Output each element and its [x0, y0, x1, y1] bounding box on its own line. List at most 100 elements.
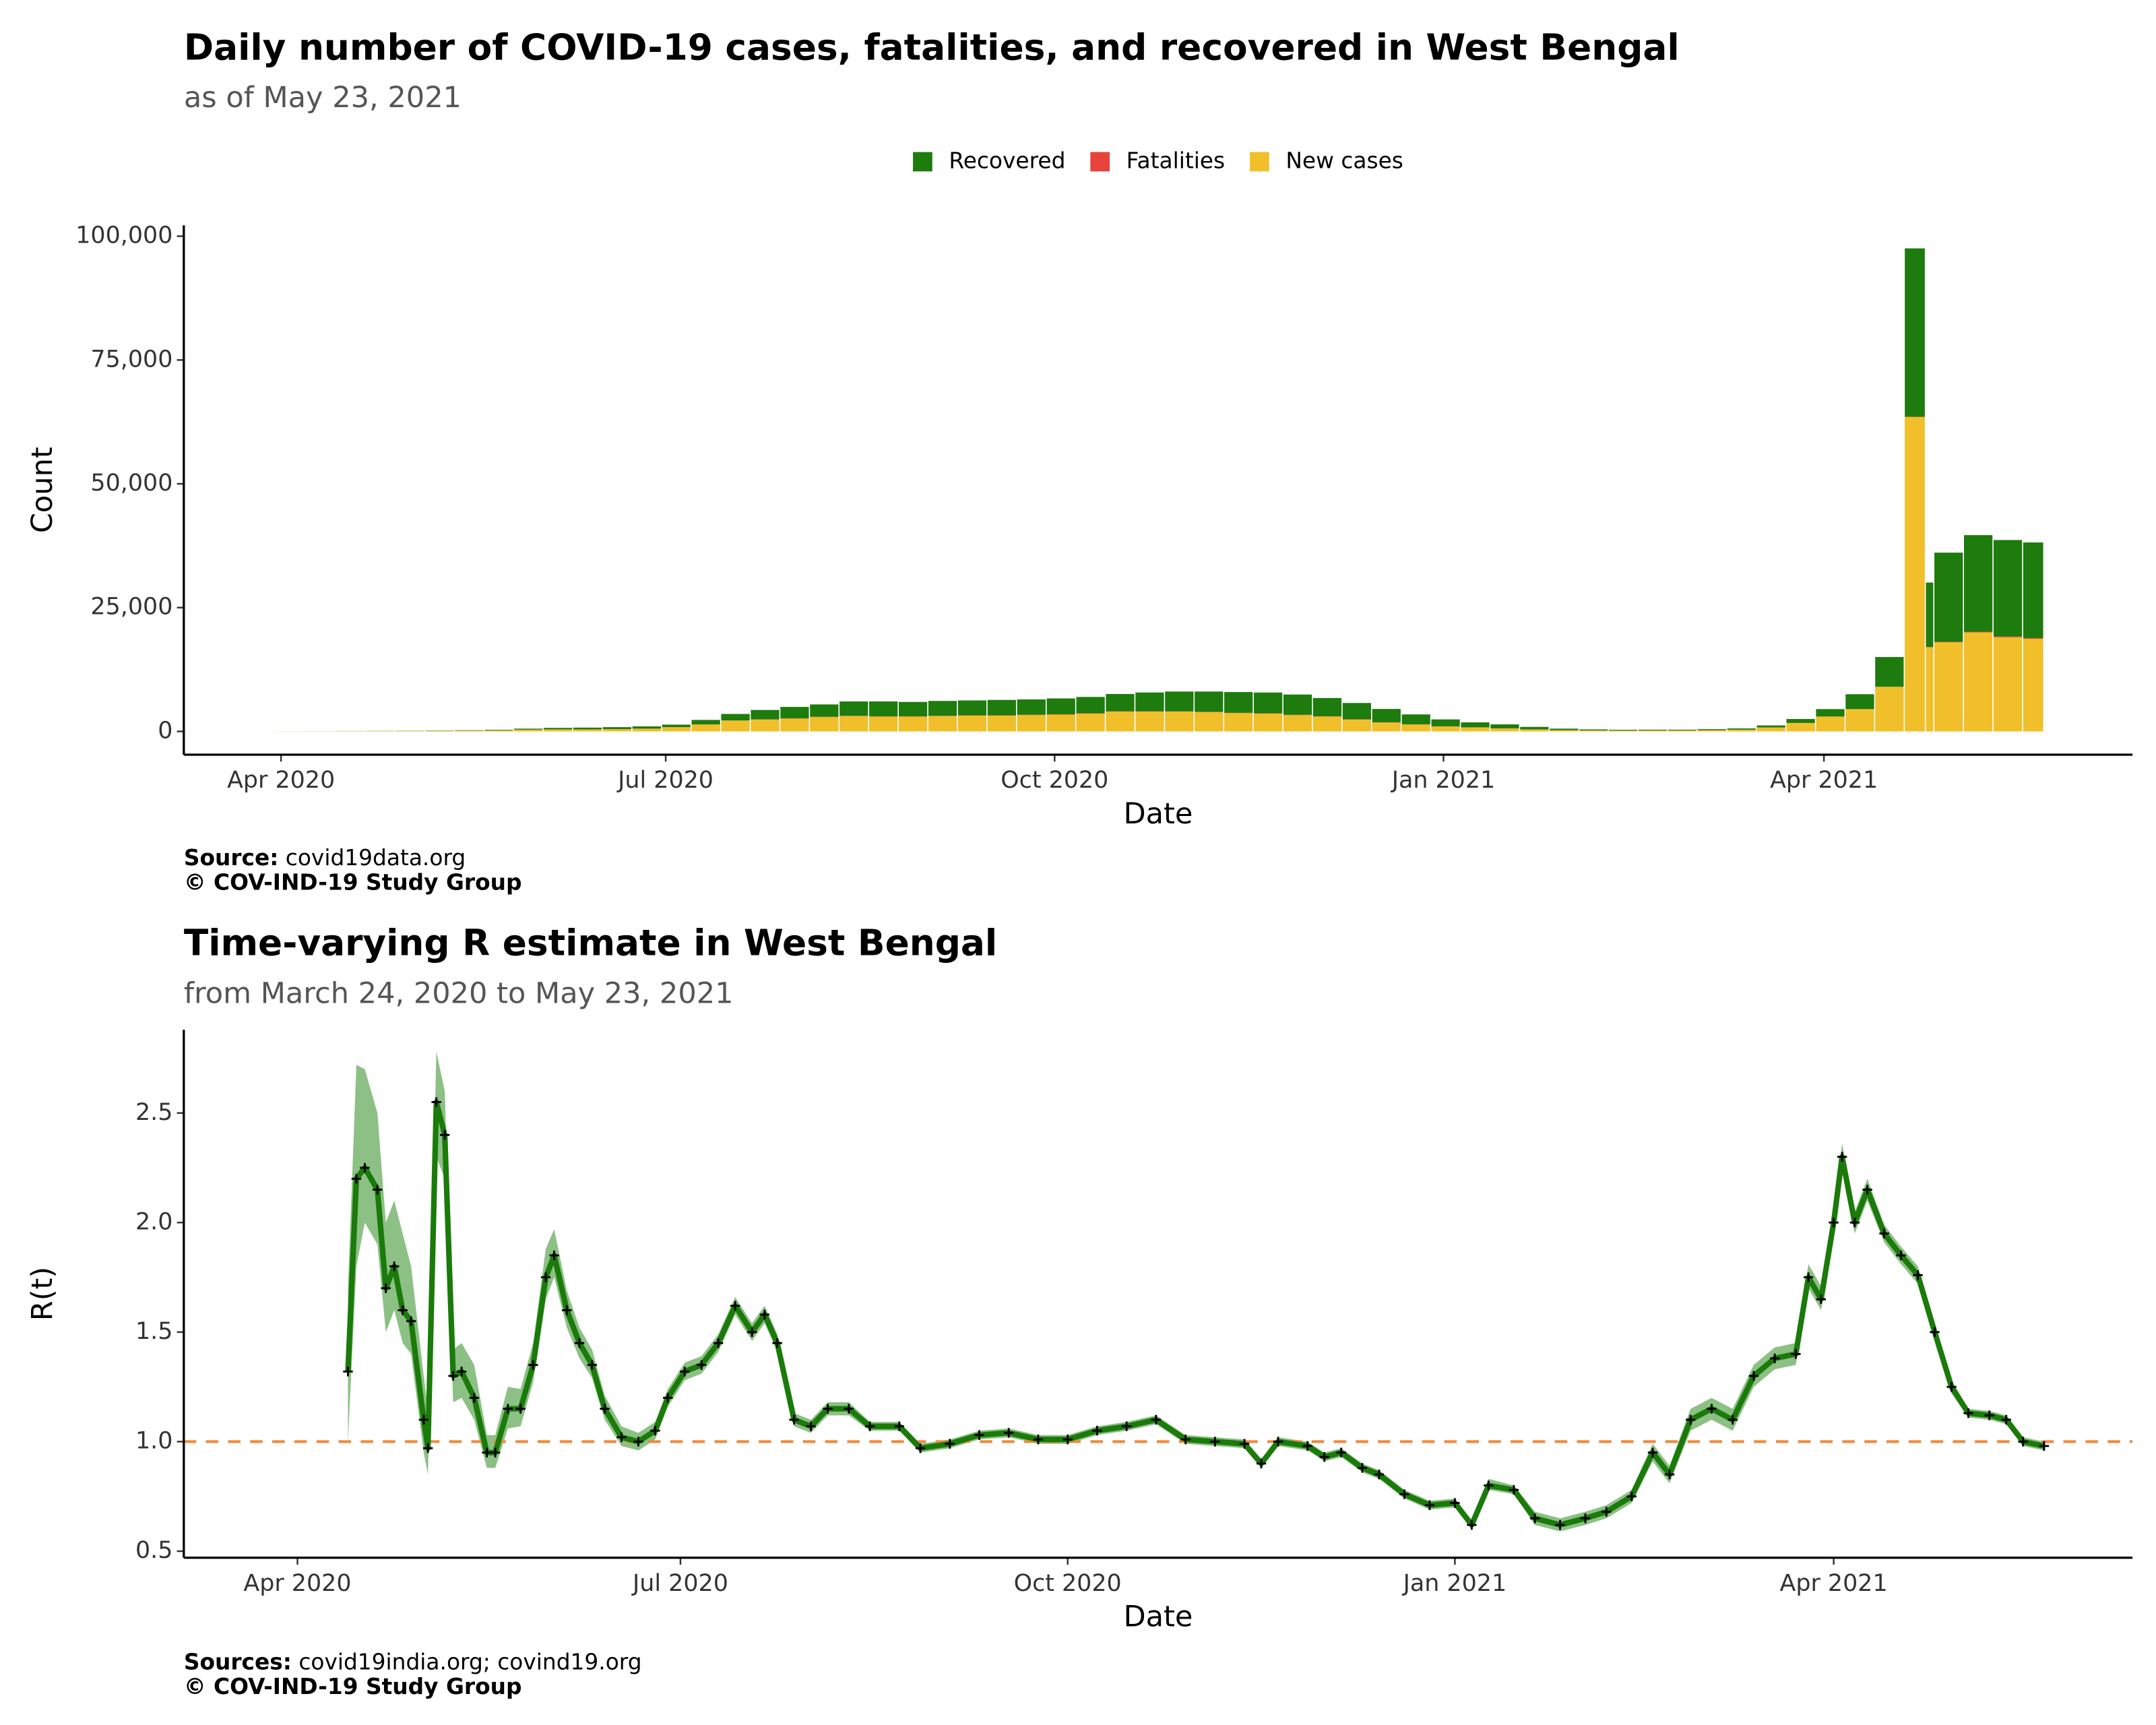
point-marker — [1374, 1470, 1385, 1480]
point-marker — [1450, 1498, 1460, 1508]
bar-segment — [1727, 729, 1756, 732]
bar-segment — [1401, 714, 1430, 724]
legend-label: New cases — [1286, 148, 1403, 174]
point-marker — [1816, 1294, 1827, 1305]
bar-segment — [1993, 540, 2023, 637]
bar-segment — [425, 730, 454, 732]
point-marker — [650, 1426, 660, 1436]
point-marker — [1963, 1408, 1973, 1418]
bar-segment — [987, 699, 1016, 716]
point-marker — [1913, 1270, 1923, 1280]
caption-credit: © COV-IND-19 Study Group — [184, 1674, 522, 1699]
bar-segment — [1934, 642, 1963, 732]
bar-segment — [1431, 719, 1460, 726]
caption-text: covid19data.org — [286, 844, 466, 870]
point-marker — [1803, 1272, 1814, 1282]
bar-segment — [1668, 730, 1697, 732]
bar-segment — [721, 720, 750, 732]
point-marker — [562, 1305, 572, 1315]
point-marker — [772, 1338, 782, 1348]
bar-segment — [1046, 698, 1075, 715]
bar-segment — [751, 710, 780, 720]
chart-title: Daily number of COVID-19 cases, fataliti… — [184, 26, 1680, 68]
bar-segment — [1253, 714, 1283, 732]
bar-segment — [1520, 726, 1549, 730]
point-marker — [456, 1367, 467, 1377]
point-marker — [1580, 1513, 1591, 1524]
point-marker — [1484, 1480, 1494, 1491]
bar-segment — [1786, 722, 1815, 732]
bar-segment — [810, 717, 839, 732]
bar-segment — [957, 700, 987, 716]
point-marker — [1509, 1484, 1519, 1495]
bar-segment — [632, 728, 661, 732]
point-marker — [439, 1130, 450, 1140]
bar-segment — [455, 730, 484, 731]
point-marker — [864, 1421, 875, 1431]
point-marker — [1424, 1500, 1435, 1510]
bar-segment — [1786, 719, 1815, 723]
bar-segment — [1816, 716, 1845, 732]
point-marker — [1092, 1426, 1102, 1436]
bar-segment — [1106, 693, 1135, 712]
bar-segment — [1756, 727, 1785, 732]
chart-title: Time-varying R estimate in West Bengal — [184, 922, 997, 964]
bar-segment — [1579, 729, 1608, 730]
point-marker — [587, 1360, 597, 1370]
bar-segment — [1934, 553, 1963, 642]
x-axis-title: Date — [1124, 1600, 1193, 1634]
x-tick-label: Jul 2020 — [616, 767, 714, 794]
x-tick-label: Jan 2021 — [1402, 1570, 1507, 1597]
point-marker — [747, 1327, 757, 1338]
bar-segment — [691, 724, 720, 732]
bar-segment — [1905, 416, 1925, 732]
point-marker — [528, 1360, 538, 1370]
bar-segment — [1490, 728, 1519, 732]
point-marker — [2039, 1441, 2050, 1451]
point-marker — [574, 1338, 585, 1348]
bar-segment — [1076, 697, 1105, 714]
point-marker — [343, 1367, 353, 1377]
bar-segment — [839, 716, 868, 732]
point-marker — [503, 1404, 513, 1414]
r-line — [345, 1099, 2045, 1528]
point-marker — [759, 1309, 770, 1320]
bar-segment — [1195, 712, 1224, 732]
bar-segment — [1756, 725, 1785, 728]
point-marker — [372, 1185, 383, 1195]
legend-item: Recovered — [913, 148, 1065, 174]
point-marker — [1602, 1507, 1612, 1517]
bar-segment — [514, 728, 543, 730]
point-marker — [680, 1367, 690, 1377]
point-marker — [1984, 1410, 1994, 1420]
bar-segment — [1845, 694, 1874, 710]
bar-segment — [514, 729, 543, 732]
point-marker — [1769, 1353, 1780, 1364]
point-marker — [1151, 1414, 1162, 1425]
point-marker — [1849, 1218, 1860, 1228]
point-marker — [1748, 1371, 1759, 1381]
point-marker — [633, 1437, 643, 1447]
bar-segment — [780, 718, 809, 732]
point-marker — [1829, 1218, 1839, 1228]
bar-segment — [1283, 715, 1312, 732]
bar-segment — [1934, 641, 1963, 643]
bar-segment — [810, 704, 839, 717]
bar-segment — [1963, 631, 1993, 633]
point-marker — [490, 1447, 501, 1457]
bar-segment — [1195, 691, 1224, 712]
x-tick-label: Apr 2020 — [243, 1570, 351, 1597]
point-marker — [1664, 1470, 1675, 1480]
bar-segment — [1963, 535, 1993, 632]
point-marker — [1180, 1435, 1191, 1445]
point-marker — [823, 1404, 833, 1414]
point-marker — [1647, 1447, 1658, 1457]
x-tick-label: Apr 2020 — [227, 767, 335, 794]
point-marker — [600, 1404, 610, 1414]
point-marker — [1727, 1414, 1738, 1425]
point-marker — [381, 1283, 391, 1294]
bar-segment — [662, 724, 691, 728]
x-tick-label: Jul 2020 — [631, 1570, 728, 1597]
point-marker — [351, 1174, 362, 1184]
bar-segment — [1875, 657, 1904, 687]
